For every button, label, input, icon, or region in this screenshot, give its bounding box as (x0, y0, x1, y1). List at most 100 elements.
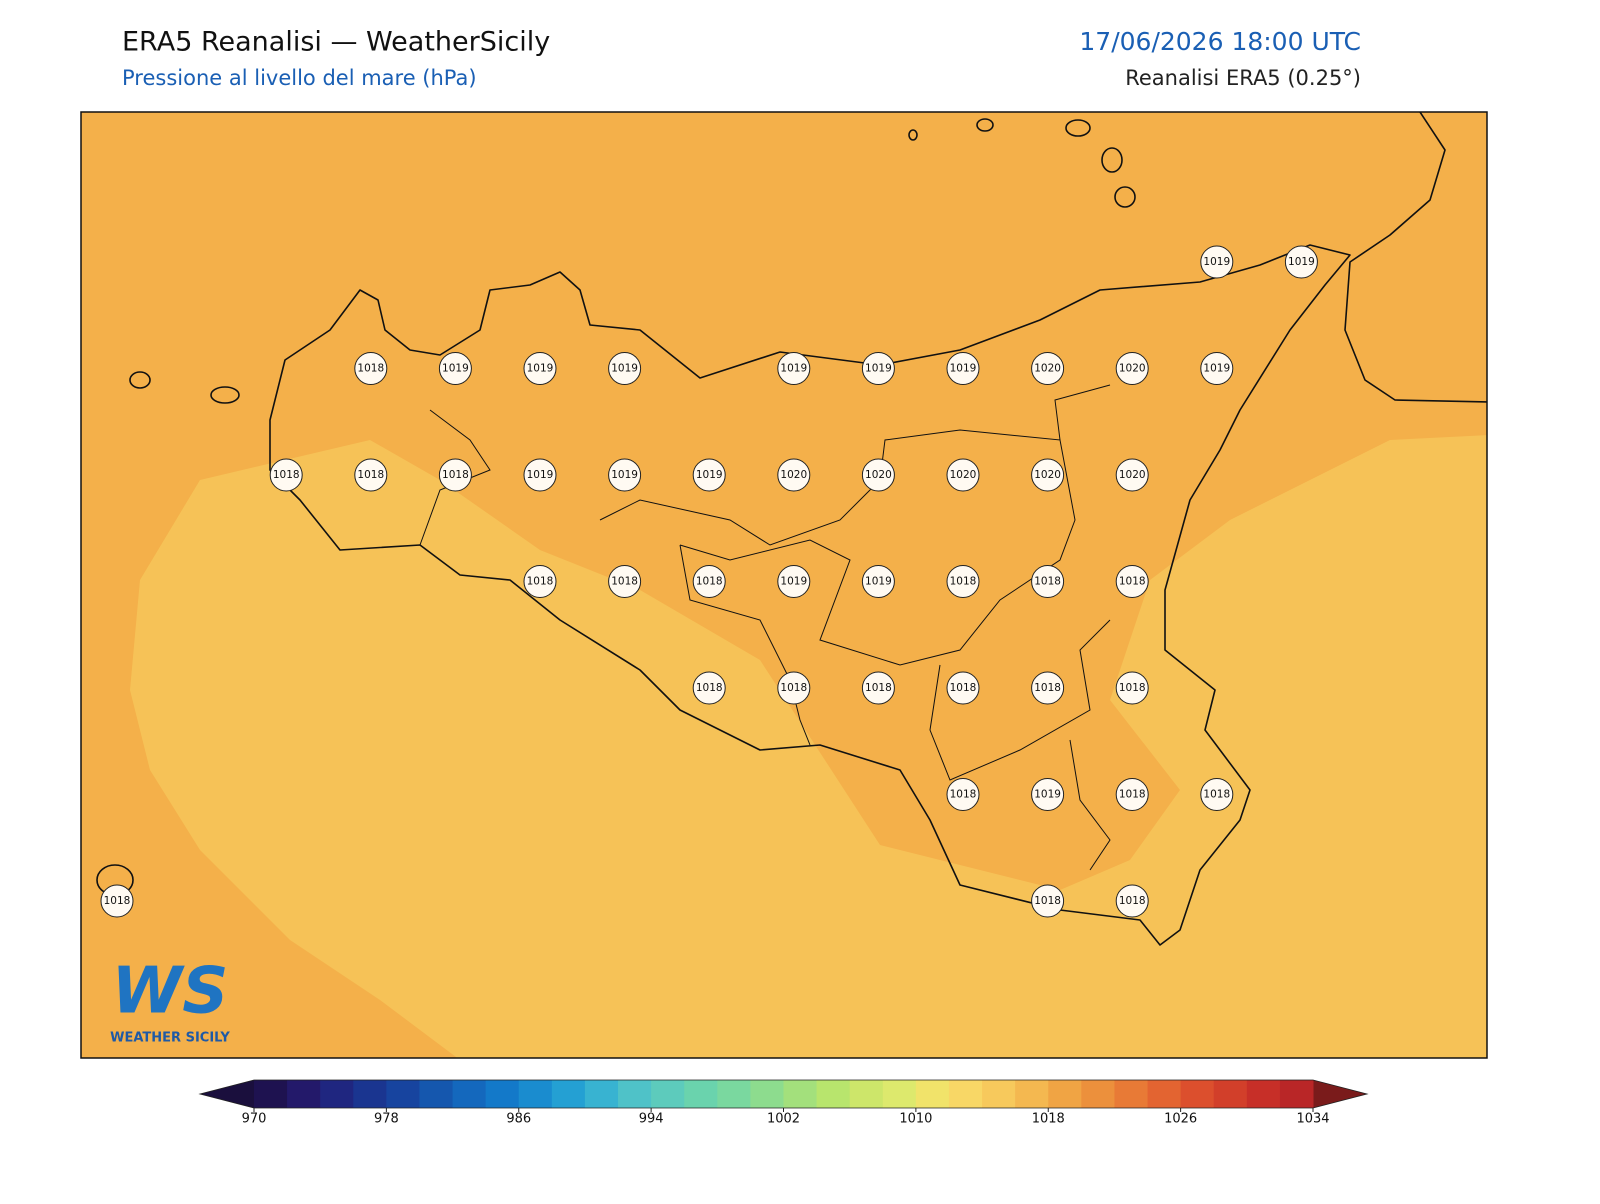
station-marker (1115, 778, 1149, 811)
station-marker (1031, 671, 1065, 705)
colorbar-bin (1246, 1080, 1281, 1108)
subtitle: Pressione al livello del mare (hPa) (122, 66, 477, 90)
station-value: 1019 (696, 469, 723, 481)
colorbar-bin (518, 1080, 553, 1108)
station-marker (1115, 884, 1149, 918)
colorbar-bin (287, 1080, 321, 1108)
colorbar-bin (1114, 1080, 1149, 1108)
station-value: 1020 (1034, 363, 1061, 375)
colorbar: 970 978 986 994 1002 1010 1018 1026 1034 (198, 1079, 1369, 1127)
station-marker (1284, 245, 1318, 279)
station-value: 1019 (1034, 789, 1061, 801)
station-marker (861, 671, 895, 705)
island (976, 118, 994, 132)
colorbar-bin (849, 1080, 884, 1108)
station-value: 1020 (950, 469, 977, 481)
station-value: 1019 (1203, 256, 1230, 268)
colorbar-tick-label: 1002 (767, 1112, 800, 1127)
colorbar-bin (1147, 1080, 1182, 1108)
colorbar-tick-label: 1010 (899, 1112, 932, 1127)
station-marker (608, 352, 642, 385)
station-labels: 1019 1019 1018 1019 1019 1019 1019 1019 1019 1020… (100, 245, 1318, 918)
station-marker (777, 458, 811, 492)
station-value: 1018 (950, 682, 977, 694)
colorbar-bin (816, 1080, 851, 1108)
colorbar-bin (353, 1080, 387, 1108)
station-value: 1020 (780, 469, 807, 481)
colorbar-tick-label: 994 (639, 1112, 664, 1127)
station-value: 1018 (1119, 576, 1146, 588)
station-marker (861, 352, 895, 385)
station-value: 1020 (1034, 469, 1061, 481)
colorbar-bin (386, 1080, 420, 1108)
map-area: 1019 1019 1018 1019 1019 1019 1019 1019 1019 1020… (81, 112, 1487, 1058)
colorbar-bin (915, 1080, 950, 1108)
station-value: 1018 (950, 789, 977, 801)
colorbar-under (200, 1080, 254, 1108)
station-value: 1019 (527, 469, 554, 481)
station-value: 1019 (611, 363, 638, 375)
colorbar-over (1313, 1080, 1367, 1108)
station-value: 1019 (1203, 363, 1230, 375)
colorbar-bin (452, 1080, 487, 1108)
station-marker (777, 565, 811, 598)
colorbar-bin (1213, 1080, 1248, 1108)
colorbar-bin (551, 1080, 586, 1108)
colorbar-bin (783, 1080, 818, 1108)
colorbar-tick-label: 1034 (1296, 1112, 1329, 1127)
station-marker (1031, 352, 1065, 385)
station-marker (1200, 245, 1234, 279)
station-marker (1115, 352, 1149, 385)
island (210, 386, 240, 404)
station-value: 1018 (1034, 895, 1061, 907)
station-value: 1018 (611, 576, 638, 588)
colorbar-bin (254, 1080, 288, 1108)
colorbar-bin (717, 1080, 751, 1108)
station-value: 1019 (442, 363, 469, 375)
colorbar-bin (320, 1080, 354, 1108)
colorbar-tick-label: 1018 (1032, 1112, 1065, 1127)
station-marker (608, 565, 642, 598)
colorbar-bin (948, 1080, 983, 1108)
colorbar-bin (1081, 1080, 1115, 1108)
station-value: 1018 (780, 682, 807, 694)
station-value: 1019 (527, 363, 554, 375)
map-frame (80, 111, 1488, 1059)
station-marker (777, 352, 811, 385)
island (1114, 186, 1136, 208)
colorbar-bin (882, 1080, 917, 1108)
station-marker (523, 565, 557, 598)
station-value: 1018 (273, 469, 300, 481)
station-marker (861, 565, 895, 598)
colorbar-bin (485, 1080, 520, 1108)
colorbar-bin (651, 1080, 685, 1108)
logo-mark: WS (112, 955, 229, 1029)
station-value: 1018 (1119, 682, 1146, 694)
station-marker (692, 565, 726, 598)
station-value: 1019 (950, 363, 977, 375)
colorbar-bin (1279, 1080, 1314, 1108)
colorbar-bin (982, 1080, 1016, 1108)
station-marker (1115, 565, 1149, 598)
colorbar-tick-label: 970 (242, 1112, 267, 1127)
station-value: 1019 (865, 576, 892, 588)
colorbar-bin (1048, 1080, 1082, 1108)
station-value: 1018 (1034, 682, 1061, 694)
sicily-coast (269, 244, 1351, 946)
colorbar-bin (1180, 1080, 1215, 1108)
station-value: 1019 (780, 363, 807, 375)
station-value: 1020 (1119, 363, 1146, 375)
station-marker (946, 671, 980, 705)
station-marker (946, 778, 980, 811)
station-marker (269, 458, 303, 492)
station-marker (1031, 565, 1065, 598)
station-marker (523, 458, 557, 492)
station-marker (946, 352, 980, 385)
colorbar-bin (684, 1080, 718, 1108)
station-marker (946, 565, 980, 598)
colorbar-bin (618, 1080, 652, 1108)
colorbar-tick-label: 1026 (1164, 1112, 1197, 1127)
